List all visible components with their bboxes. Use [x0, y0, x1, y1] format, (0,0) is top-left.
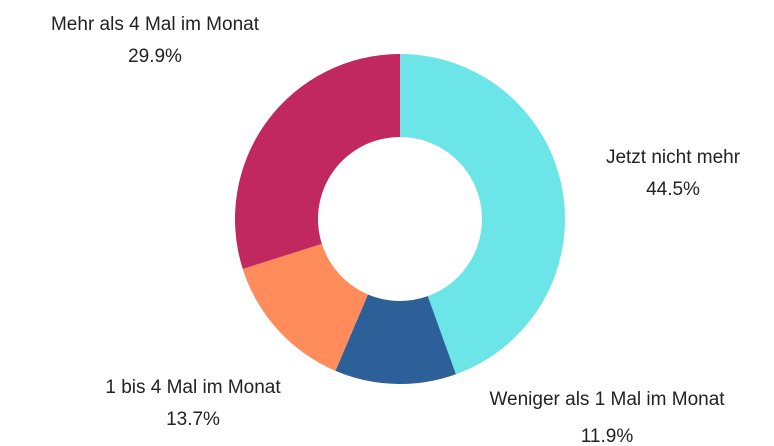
donut-slice — [335, 294, 456, 384]
slice-label: Weniger als 1 Mal im Monat — [489, 389, 725, 410]
donut-slice — [242, 243, 368, 371]
slice-value-label: 13.7% — [166, 409, 220, 430]
donut-slice — [235, 54, 400, 270]
slice-label: Mehr als 4 Mal im Monat — [51, 14, 260, 35]
slice-value-label: 11.9% — [581, 426, 634, 446]
slice-value-label: 44.5% — [646, 179, 700, 200]
slice-label: Jetzt nicht mehr — [606, 147, 741, 168]
donut-slice — [400, 54, 565, 375]
slice-value-label: 29.9% — [128, 46, 182, 67]
slice-label: 1 bis 4 Mal im Monat — [105, 377, 281, 398]
